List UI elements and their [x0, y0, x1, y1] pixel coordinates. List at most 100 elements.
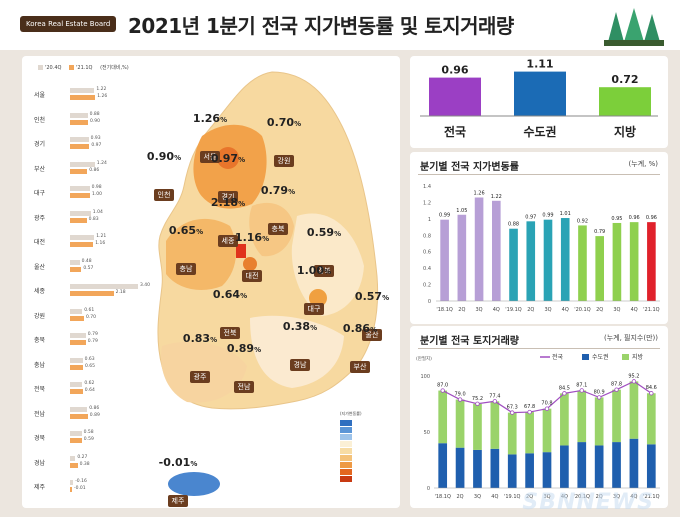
value-21q1: 0.59: [83, 437, 94, 442]
region-bar-label: 강원: [34, 312, 46, 320]
region-value: -0.01%: [158, 456, 198, 469]
legend-label: 수도권: [592, 353, 609, 361]
bar: [457, 214, 467, 301]
region-label: 2.18% 세종: [208, 196, 248, 247]
region-bar-label: 대구: [34, 190, 46, 197]
bar-20q4: [70, 161, 95, 167]
region-bar-label: 제주: [34, 484, 46, 491]
total-point: [614, 387, 619, 392]
summary-bar: [429, 77, 481, 116]
scale-swatch: [340, 454, 352, 461]
region-name: 세종: [217, 235, 239, 247]
value-20q4: 0.98: [91, 185, 102, 190]
bar: [612, 222, 622, 301]
trees-illustration: [604, 8, 664, 46]
data-label: 1.22: [491, 194, 502, 200]
value-20q4: 0.58: [83, 430, 94, 435]
region-name: 전북: [219, 327, 241, 339]
region-bar-row: 대전 1.21 1.16: [30, 231, 110, 253]
region-bar-label: 경남: [34, 459, 46, 467]
x-tick-label: 4Q: [491, 494, 498, 500]
region-value: 1.26%: [192, 112, 228, 125]
region-bar-label: 경북: [34, 435, 46, 442]
value-21q1: -0.01: [74, 486, 86, 491]
region-label: -0.01% 제주: [158, 456, 198, 507]
data-label: 87.8: [611, 382, 622, 388]
x-tick-label: 3Q: [476, 307, 483, 313]
summary-label: 수도권: [523, 125, 556, 139]
bar: [526, 221, 536, 301]
region-bar-label: 경기: [34, 141, 46, 148]
region-label: 0.89% 전남: [224, 342, 264, 393]
region-label: 0.38% 경남: [280, 320, 320, 371]
x-tick-label: '19.1Q: [505, 307, 522, 313]
region-name: 충북: [267, 223, 289, 235]
bar: [509, 228, 518, 301]
bar-regional: [490, 401, 500, 449]
x-tick-label: 4Q: [493, 307, 500, 313]
region-bar-label: 울산: [34, 263, 46, 271]
bar-21q1: [70, 340, 86, 345]
region-value: 0.65%: [168, 224, 204, 237]
land-price-chart-unit: (누계, %): [628, 160, 658, 168]
bar-regional: [646, 393, 656, 445]
bar-capital: [473, 449, 482, 488]
scale-swatch: [340, 468, 352, 475]
region-label: 0.83% 광주: [180, 332, 220, 383]
region-bar-row: 충북 0.79 0.79: [30, 329, 110, 351]
region-name: 충남: [175, 263, 197, 275]
summary-value: 0.96: [441, 64, 468, 77]
summary-value: 1.11: [526, 58, 553, 71]
bar-capital: [646, 444, 656, 488]
scale-swatch: [340, 426, 352, 433]
region-value: 0.38%: [282, 320, 318, 333]
x-tick-label: 4Q: [561, 494, 568, 500]
region-bar-label: 인천: [34, 116, 46, 124]
x-tick-label: 3Q: [544, 307, 551, 313]
legend-label: 지방: [632, 353, 644, 361]
value-20q4: 0.61: [84, 307, 95, 313]
bar-20q4: [70, 431, 82, 436]
bar-21q1: [70, 193, 90, 198]
bar-20q4: [70, 284, 138, 289]
legend-label: 전국: [552, 353, 564, 361]
region-bar-row: 경남 0.27 0.38: [30, 452, 110, 474]
bar-21q1: [70, 315, 84, 321]
bar: [647, 222, 656, 301]
summary-value: 0.72: [611, 73, 638, 86]
region-label: 0.59% 경북: [304, 226, 344, 277]
total-point: [492, 399, 498, 404]
y-tick-label: 1.4: [423, 184, 431, 190]
bar-21q1: [70, 266, 82, 272]
bar-regional: [438, 390, 448, 444]
land-trade-chart-panel: 분기별 전국 토지거래량 (누계, 필지수(만)) (만필지) 전국 수도권 지방 0 5…: [410, 326, 668, 508]
scale-row: [340, 426, 388, 433]
bar-21q1: [70, 291, 114, 296]
region-bar-label: 부산: [34, 165, 46, 173]
bar-regional: [629, 381, 639, 439]
total-point: [649, 391, 654, 396]
data-label: 67.3: [507, 405, 518, 411]
data-label: 0.99: [542, 213, 553, 219]
region-value: 0.89%: [226, 342, 262, 355]
value-21q1: 0.86: [89, 167, 100, 173]
region-name: 경남: [289, 359, 311, 371]
x-tick-label: 2Q: [458, 307, 465, 313]
scale-swatch: [340, 461, 352, 468]
region-label: 0.64% 전북: [210, 288, 250, 339]
y-tick-label: 0.4: [423, 266, 431, 272]
region-value: 0.83%: [182, 332, 218, 345]
data-label: 0.95: [611, 216, 622, 222]
bar-21q1: [70, 487, 72, 492]
value-20q4: 0.88: [89, 111, 100, 117]
region-label: 1.00% 대구: [294, 264, 334, 315]
bar-capital: [542, 452, 552, 488]
bar-20q4: [70, 186, 90, 191]
bar: [543, 219, 553, 301]
y-tick-label: 100: [420, 374, 430, 380]
region-name: 광주: [189, 371, 211, 383]
region-label: 0.70% 강원: [264, 116, 304, 167]
region-label: 0.86% 부산: [340, 322, 380, 373]
total-point: [631, 379, 637, 384]
scale-swatch: [340, 475, 352, 482]
